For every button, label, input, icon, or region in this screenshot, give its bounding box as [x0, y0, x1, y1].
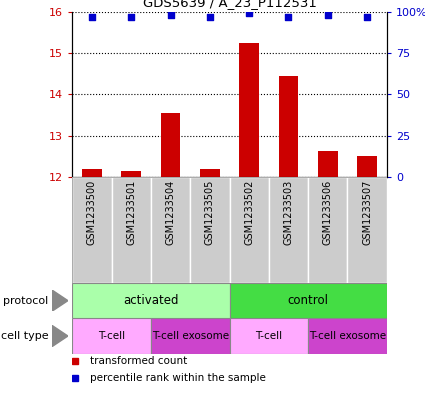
Text: T-cell exosome: T-cell exosome [152, 331, 229, 341]
Text: transformed count: transformed count [90, 356, 187, 367]
Bar [190, 177, 230, 283]
Text: protocol: protocol [3, 296, 48, 306]
Point [128, 14, 135, 20]
Title: GDS5639 / A_23_P112531: GDS5639 / A_23_P112531 [142, 0, 317, 9]
Bar [308, 177, 347, 283]
Point [207, 14, 213, 20]
Bar [122, 171, 141, 177]
Bar [230, 283, 387, 318]
Text: activated: activated [123, 294, 178, 307]
Bar [72, 283, 230, 318]
Bar [72, 177, 111, 283]
Text: GSM1233505: GSM1233505 [205, 180, 215, 245]
Bar [111, 177, 151, 283]
Point [246, 10, 252, 17]
Text: GSM1233507: GSM1233507 [362, 180, 372, 245]
Text: GSM1233503: GSM1233503 [283, 180, 294, 245]
Text: control: control [288, 294, 329, 307]
Text: GSM1233506: GSM1233506 [323, 180, 333, 245]
Bar [230, 318, 308, 354]
Point [88, 14, 95, 20]
Text: T-cell: T-cell [98, 331, 125, 341]
Bar [151, 177, 190, 283]
Text: percentile rank within the sample: percentile rank within the sample [90, 373, 266, 384]
Bar [161, 113, 180, 177]
Text: GSM1233504: GSM1233504 [165, 180, 176, 245]
Bar [347, 177, 387, 283]
Polygon shape [52, 290, 68, 311]
Bar [318, 151, 337, 177]
Point [324, 12, 331, 18]
Bar [82, 169, 102, 177]
Bar [239, 43, 259, 177]
Text: cell type: cell type [1, 331, 49, 341]
Point [167, 12, 174, 18]
Text: GSM1233502: GSM1233502 [244, 180, 254, 245]
Bar [308, 318, 387, 354]
Bar [72, 318, 151, 354]
Text: GSM1233501: GSM1233501 [126, 180, 136, 245]
Text: T-cell: T-cell [255, 331, 282, 341]
Polygon shape [52, 325, 68, 347]
Bar [357, 156, 377, 177]
Bar [279, 76, 298, 177]
Bar [200, 169, 220, 177]
Text: T-cell exosome: T-cell exosome [309, 331, 386, 341]
Bar [230, 177, 269, 283]
Point [364, 14, 371, 20]
Bar [269, 177, 308, 283]
Text: GSM1233500: GSM1233500 [87, 180, 97, 245]
Point [285, 14, 292, 20]
Bar [151, 318, 230, 354]
